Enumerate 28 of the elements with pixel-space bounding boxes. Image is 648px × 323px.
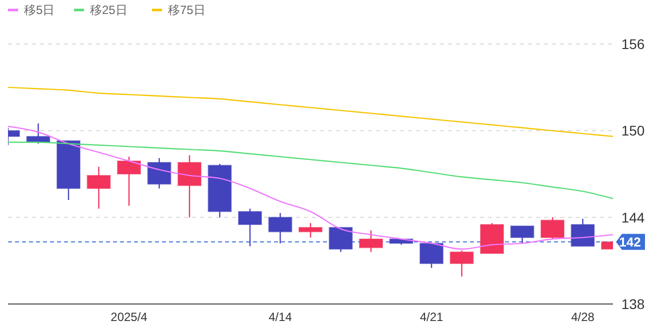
candlestick <box>178 154 202 218</box>
line-series <box>8 142 613 200</box>
x-tick-label: 4/14 <box>268 310 292 323</box>
ref-line-label: 142 <box>619 234 641 250</box>
candlestick <box>540 216 564 240</box>
y-tick-label: 156 <box>621 36 645 52</box>
legend-label: 移5日 <box>24 3 55 17</box>
candlestick <box>147 158 172 190</box>
candlestick <box>86 166 111 210</box>
candlestick <box>117 156 141 206</box>
candlestick <box>510 225 534 244</box>
y-tick-label: 150 <box>621 122 645 139</box>
candlestick <box>570 218 595 247</box>
legend-label: 移25日 <box>90 3 128 17</box>
legend-label: 移75日 <box>168 3 206 17</box>
candlestick <box>420 242 444 268</box>
candlestick <box>450 250 474 278</box>
y-tick-label: 138 <box>621 296 645 312</box>
candlestick <box>268 212 292 244</box>
x-tick-label: 4/21 <box>420 310 444 323</box>
candlestick <box>359 230 383 253</box>
candlestick <box>328 226 353 253</box>
y-tick-label: 144 <box>621 209 645 226</box>
x-tick-label: 4/28 <box>571 310 595 323</box>
x-tick-label: 2025/4 <box>110 310 148 323</box>
line-series <box>8 86 613 138</box>
candlestick <box>298 222 322 238</box>
candlestick <box>238 208 262 247</box>
